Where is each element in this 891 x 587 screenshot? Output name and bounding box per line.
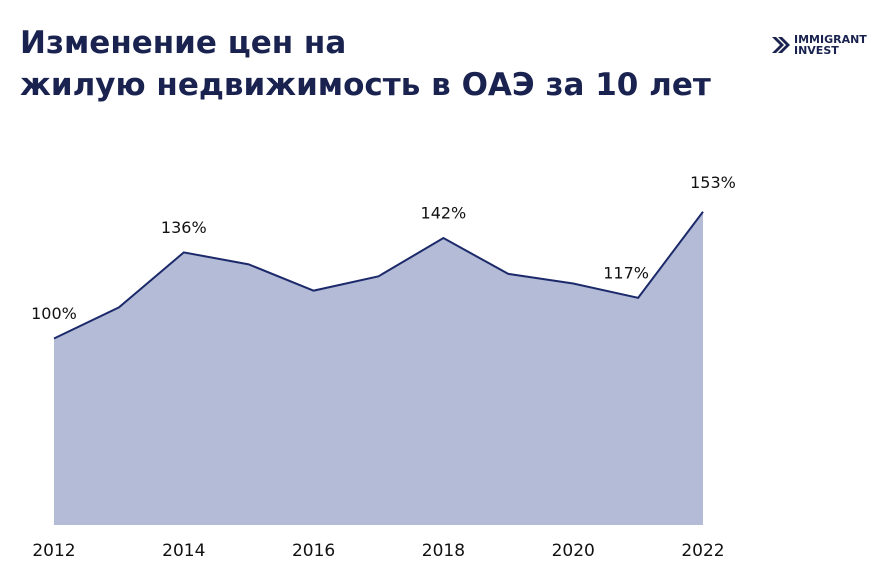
chart-title: Изменение цен на [20,25,346,61]
chart-title: жилую недвижимость в ОАЭ за 10 лет [20,67,711,103]
x-tick-label: 2018 [422,541,465,561]
area-line [53,211,704,340]
value-label: 142% [421,204,467,223]
x-tick-label: 2020 [552,541,595,561]
logo-icon [772,37,790,53]
logo: IMMIGRANT INVEST [772,33,867,57]
x-tick-label: 2022 [681,541,724,561]
value-label: 153% [690,173,736,192]
value-label: 136% [161,218,207,237]
value-label: 100% [31,304,77,323]
logo-text: INVEST [794,44,839,57]
area-fill [54,211,703,525]
logo-text: IMMIGRANT [794,33,867,46]
x-tick-label: 2016 [292,541,335,561]
x-tick-label: 2014 [162,541,205,561]
value-label: 117% [603,263,649,282]
x-tick-label: 2012 [32,541,75,561]
